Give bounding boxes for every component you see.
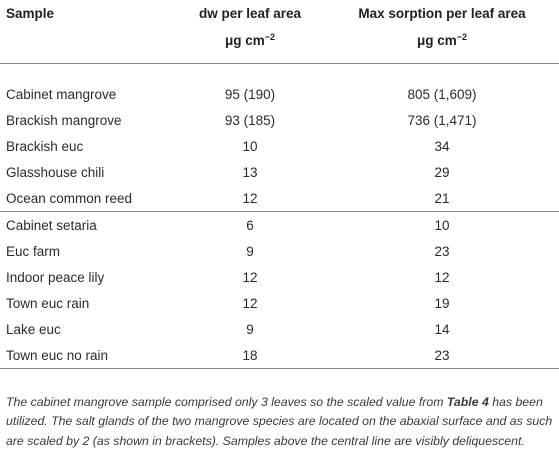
cell-max: 14 <box>434 321 450 337</box>
header-row: Sample dw per leaf area Max sorption per… <box>0 0 559 32</box>
cell-dw: 18 <box>175 342 325 369</box>
table-row: Cabinet mangrove 95 (190) 805 (1,609) <box>0 81 559 107</box>
cell-dw: 93 (185) <box>224 112 276 128</box>
table-row: Brackish mangrove 93 (185) 736 (1,471) <box>0 107 559 133</box>
cell-dw: 9 <box>246 321 254 337</box>
cell-sample: Town euc rain <box>6 295 90 311</box>
unit-max-text: μg cm <box>416 33 457 48</box>
unit-sample <box>0 32 175 64</box>
cell-sample: Glasshouse chili <box>6 164 105 180</box>
cell-max: 736 (1,471) <box>407 112 477 128</box>
unit-dw-text: μg cm <box>224 33 265 48</box>
header-sample: Sample <box>6 6 55 21</box>
cell-dw: 95 (190) <box>224 86 276 102</box>
table-row: Glasshouse chili 13 29 <box>0 159 559 185</box>
table-row: Ocean common reed 12 21 <box>0 185 559 212</box>
unit-dw-exponent: −2 <box>264 32 276 42</box>
cell-dw: 12 <box>242 269 258 285</box>
table-row: Euc farm 9 23 <box>0 238 559 264</box>
units-row: μg cm−2 μg cm−2 <box>0 32 559 64</box>
cell-sample: Ocean common reed <box>6 190 133 206</box>
unit-max-sorption: μg cm−2 <box>325 32 559 64</box>
cell-max: 19 <box>434 295 450 311</box>
cell-dw: 12 <box>242 295 258 311</box>
cell-max: 21 <box>434 190 450 206</box>
table-row: Indoor peace lily 12 12 <box>0 264 559 290</box>
cell-dw: 12 <box>242 190 258 206</box>
sorption-table: Sample dw per leaf area Max sorption per… <box>0 0 559 369</box>
data-table-container: Sample dw per leaf area Max sorption per… <box>0 0 559 369</box>
table-row: Town euc no rain 18 23 <box>0 342 559 369</box>
table-row: Town euc rain 12 19 <box>0 290 559 316</box>
cell-dw: 6 <box>175 211 325 238</box>
cell-max: 23 <box>434 243 450 259</box>
header-max-sorption: Max sorption per leaf area <box>358 6 526 21</box>
cell-sample: Lake euc <box>6 321 61 337</box>
cell-sample: Cabinet mangrove <box>6 86 117 102</box>
unit-dw: μg cm−2 <box>175 32 325 64</box>
cell-sample: Brackish euc <box>6 138 84 154</box>
header-dw: dw per leaf area <box>198 6 302 21</box>
cell-dw: 10 <box>242 138 258 154</box>
cell-max: 805 (1,609) <box>407 86 477 102</box>
cell-max: 29 <box>434 164 450 180</box>
cell-dw: 13 <box>242 164 258 180</box>
footnote-part1: The cabinet mangrove sample comprised on… <box>6 395 447 409</box>
cell-dw: 9 <box>246 243 254 259</box>
cell-sample: Town euc no rain <box>0 342 175 369</box>
table-row: Brackish euc 10 34 <box>0 133 559 159</box>
cell-sample: Indoor peace lily <box>6 269 105 285</box>
cell-max: 23 <box>325 342 559 369</box>
cell-max: 12 <box>434 269 450 285</box>
footnote-part2: has been utilized. The salt glands of th… <box>6 395 553 448</box>
cell-max: 10 <box>325 211 559 238</box>
table-footnote: The cabinet mangrove sample comprised on… <box>6 393 554 451</box>
cell-max: 34 <box>434 138 450 154</box>
cell-sample: Euc farm <box>6 243 61 259</box>
cell-sample: Cabinet setaria <box>0 211 175 238</box>
unit-max-exponent: −2 <box>456 32 468 42</box>
cell-sample: Brackish mangrove <box>6 112 122 128</box>
table-row: Lake euc 9 14 <box>0 316 559 342</box>
header-spacer <box>0 64 559 82</box>
table-row: Cabinet setaria 6 10 <box>0 211 559 238</box>
footnote-table-ref[interactable]: Table 4 <box>446 395 489 409</box>
